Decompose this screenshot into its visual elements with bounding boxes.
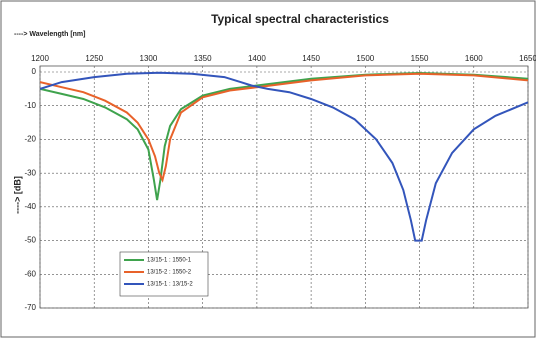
series-line <box>40 72 528 183</box>
y-tick-label: -70 <box>24 303 36 312</box>
series-line <box>40 71 528 201</box>
x-tick-label: 1200 <box>31 54 49 63</box>
x-tick-label: 1600 <box>465 54 483 63</box>
x-tick-label: 1450 <box>302 54 320 63</box>
x-tick-label: 1250 <box>85 54 103 63</box>
plot-area <box>39 65 529 309</box>
y-tick-label: -60 <box>24 269 36 278</box>
x-tick-label: 1500 <box>356 54 374 63</box>
y-axis-label: ----> [dB] <box>12 176 22 214</box>
legend-label: 13/15-1 : 13/15-2 <box>147 282 193 288</box>
y-tick-label: 0 <box>32 67 37 76</box>
series-line <box>40 71 528 242</box>
legend-label: 13/15-2 : 1550-2 <box>147 270 192 276</box>
y-tick-label: -50 <box>24 236 36 245</box>
x-tick-label: 1300 <box>140 54 158 63</box>
chart-title: Typical spectral characteristics <box>211 12 389 26</box>
legend-label: 13/15-1 : 1550-1 <box>147 258 192 264</box>
x-axis-label: ----> Wavelength [nm] <box>14 31 86 38</box>
y-tick-label: -20 <box>24 135 36 144</box>
y-tick-label: -30 <box>24 168 36 177</box>
x-tick-label: 1350 <box>194 54 212 63</box>
y-tick-label: -40 <box>24 202 36 211</box>
y-tick-label: -10 <box>24 101 36 110</box>
x-tick-label: 1400 <box>248 54 266 63</box>
x-tick-label: 1550 <box>411 54 429 63</box>
x-tick-label: 1650 <box>519 54 536 63</box>
